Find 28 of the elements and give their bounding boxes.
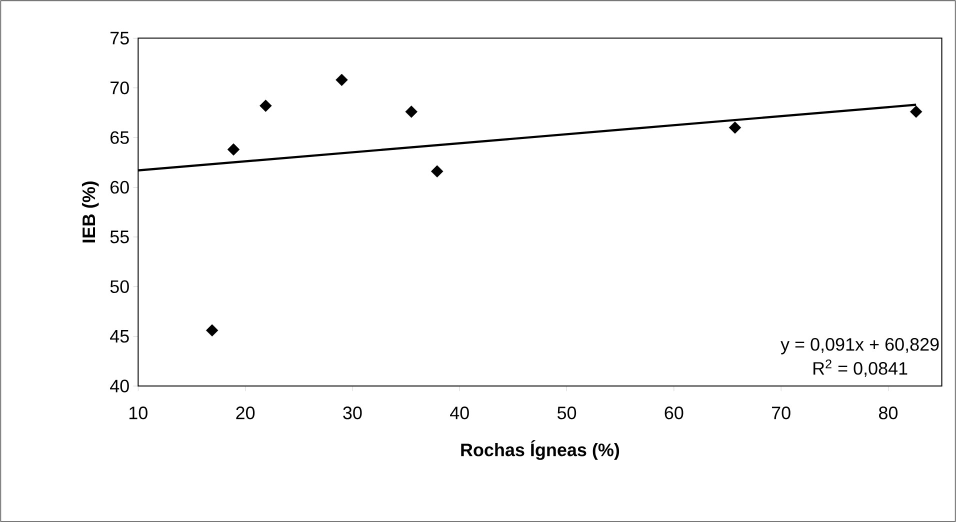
x-tick-label: 40 bbox=[450, 406, 469, 420]
y-axis-title: IEB (%) bbox=[82, 181, 99, 242]
x-tick-label: 20 bbox=[236, 406, 255, 420]
x-tick-label: 50 bbox=[557, 406, 576, 420]
point bbox=[405, 106, 418, 118]
y-tick-label: 45 bbox=[110, 330, 129, 343]
point bbox=[430, 165, 444, 178]
y-tick-label: 65 bbox=[110, 131, 129, 144]
point bbox=[336, 74, 348, 86]
point bbox=[206, 324, 218, 336]
x-tick-label: 10 bbox=[130, 406, 148, 420]
x-tick-label: 60 bbox=[664, 406, 684, 420]
x-tick-label: 70 bbox=[772, 406, 790, 420]
y-tick-label: 60 bbox=[110, 180, 129, 194]
point bbox=[910, 106, 922, 118]
x-tick-label: 30 bbox=[343, 406, 362, 420]
y-tick-label: 40 bbox=[110, 380, 129, 392]
point bbox=[227, 143, 240, 156]
y-tick-label: 50 bbox=[110, 280, 129, 293]
point bbox=[260, 100, 272, 112]
y-tick-label: 70 bbox=[110, 81, 129, 94]
point bbox=[728, 121, 742, 134]
x-tick-label: 80 bbox=[879, 406, 898, 420]
y-tick-label: 55 bbox=[110, 230, 129, 244]
annotation: R$^{2}$ = 0,0841 bbox=[814, 359, 908, 377]
y-tick-label: 75 bbox=[110, 32, 129, 44]
x-axis-title: Rochas Ígneas (%) bbox=[461, 440, 620, 460]
annotation: y = 0,091x + 60,829 bbox=[780, 338, 939, 354]
